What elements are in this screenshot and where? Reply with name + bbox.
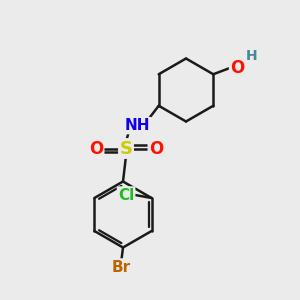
Text: O: O	[230, 59, 244, 77]
Text: O: O	[149, 140, 163, 158]
Text: H: H	[246, 49, 257, 63]
Text: O: O	[89, 140, 103, 158]
Text: Cl: Cl	[118, 188, 134, 202]
Text: NH: NH	[125, 118, 151, 133]
Text: S: S	[119, 140, 133, 158]
Text: Br: Br	[112, 260, 131, 274]
